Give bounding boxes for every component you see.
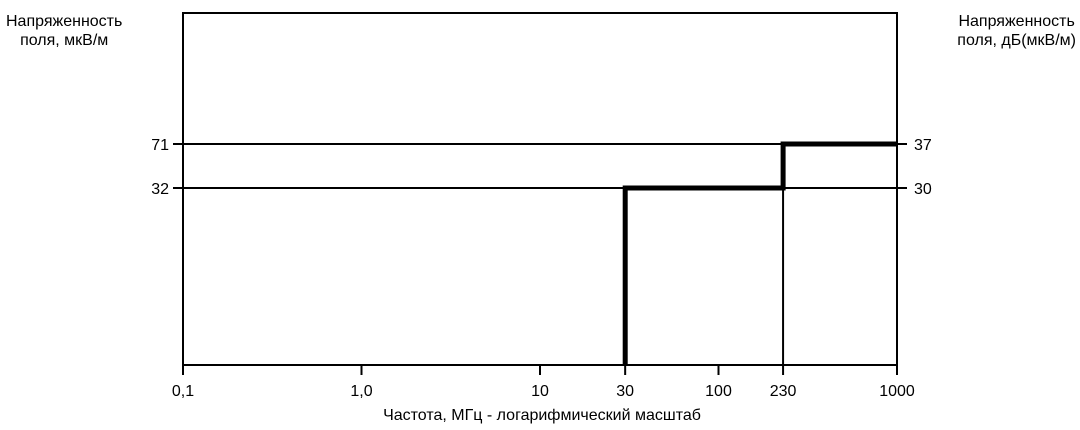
x-tick-label: 30	[616, 383, 634, 400]
series-step-line-0	[622, 141, 897, 365]
y-left-tick-label: 71	[151, 137, 169, 154]
reference-lines	[183, 143, 897, 365]
y-axis-right-title-line1: Напряженность	[958, 13, 1075, 30]
y-right-tick-label: 37	[914, 137, 932, 154]
y-left-tick-label: 32	[151, 181, 169, 198]
x-tick-label: 10	[531, 383, 549, 400]
x-axis-ticks: 0,1 1,0 10 30 100 230 1000	[172, 365, 915, 400]
x-tick-label: 1,0	[350, 383, 372, 400]
x-tick-label: 1000	[879, 383, 915, 400]
x-axis-title: Частота, МГц - логарифмический масштаб	[383, 407, 701, 424]
y-axis-left-title-line2: поля, мкВ/м	[20, 32, 109, 49]
y-right-tick-label: 30	[914, 181, 932, 198]
x-tick-label: 230	[770, 383, 797, 400]
y-axis-left-title-line1: Напряженность	[6, 13, 123, 30]
y-axis-right-title: Напряженность поля, дБ(мкВ/м)	[957, 12, 1076, 50]
series-group	[622, 141, 897, 365]
x-tick-label: 100	[705, 383, 732, 400]
y-axis-left-ticks: 71 32	[151, 137, 183, 198]
y-axis-right-title-line2: поля, дБ(мкВ/м)	[957, 32, 1076, 49]
x-tick-label: 0,1	[172, 383, 194, 400]
y-axis-right-ticks: 37 30	[897, 137, 932, 198]
y-axis-left-title: Напряженность поля, мкВ/м	[6, 12, 122, 50]
